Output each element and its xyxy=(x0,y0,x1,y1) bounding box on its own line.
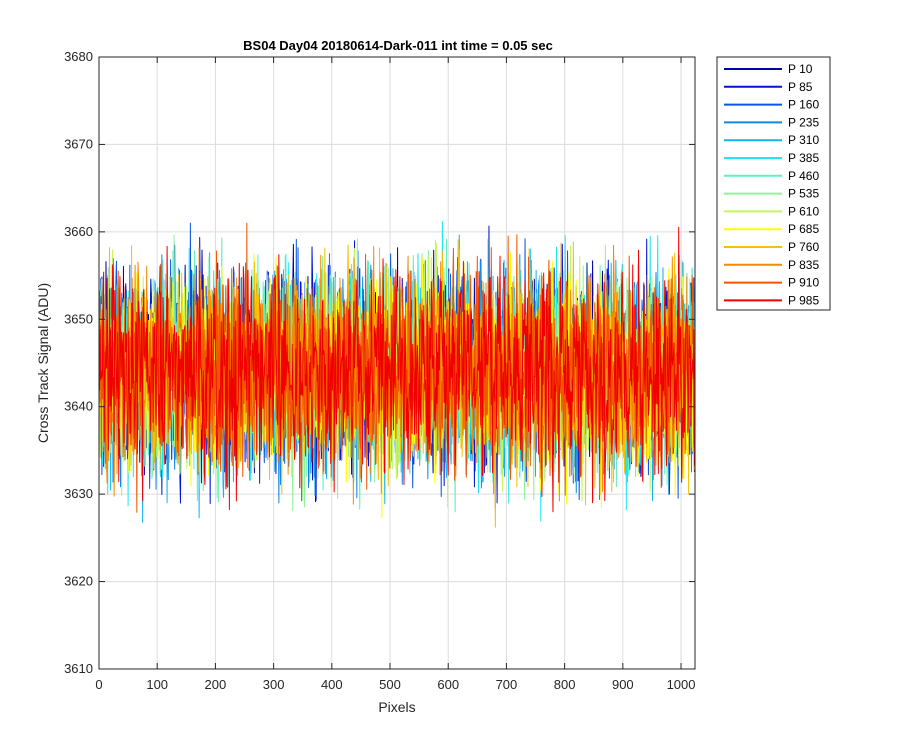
x-tick-label: 400 xyxy=(321,677,343,692)
y-tick-label: 3650 xyxy=(64,311,93,326)
legend-entry: P 85 xyxy=(788,80,813,94)
legend-entry: P 460 xyxy=(788,169,819,183)
series-lines xyxy=(98,221,695,528)
x-tick-label: 800 xyxy=(554,677,576,692)
x-tick-label: 1000 xyxy=(667,677,696,692)
x-tick-label: 0 xyxy=(95,677,102,692)
y-tick-label: 3670 xyxy=(64,136,93,151)
legend-entry: P 160 xyxy=(788,98,819,112)
plot-frame xyxy=(98,56,696,670)
x-tick-label: 300 xyxy=(263,677,285,692)
y-tick-label: 3620 xyxy=(64,574,93,589)
x-tick-label: 500 xyxy=(379,677,401,692)
legend-box xyxy=(716,56,831,311)
legend-entry: P 685 xyxy=(788,222,819,236)
legend-entry: P 610 xyxy=(788,204,819,218)
legend-entry: P 835 xyxy=(788,258,819,272)
legend-entry: P 535 xyxy=(788,187,819,201)
series-line-p910 xyxy=(98,222,695,513)
x-tick-label: 600 xyxy=(437,677,459,692)
y-tick-label: 3660 xyxy=(64,224,93,239)
y-tick-label: 3640 xyxy=(64,399,93,414)
x-axis-label: Pixels xyxy=(378,699,415,715)
legend: P 10 P 85 P 160 P 235 P 310 P 385 P 460 P 535 P … xyxy=(716,56,831,311)
legend-entry: P 385 xyxy=(788,151,819,165)
legend-entry: P 760 xyxy=(788,240,819,254)
x-tick-label: 100 xyxy=(146,677,168,692)
legend-entry: P 235 xyxy=(788,115,819,129)
chart-title: BS04 Day04 20180614-Dark-011 int time = … xyxy=(243,38,553,53)
series-line-p985 xyxy=(98,226,695,513)
ticks: 0 100 200 300 400 500 600 700 800 900 1000 3610 3620… xyxy=(64,49,695,692)
legend-entry: P 310 xyxy=(788,133,819,147)
x-tick-label: 700 xyxy=(496,677,518,692)
legend-entry: P 910 xyxy=(788,276,819,290)
y-axis-label: Cross Track Signal (ADU) xyxy=(35,283,51,443)
x-tick-label: 200 xyxy=(205,677,227,692)
x-tick-label: 900 xyxy=(612,677,634,692)
y-tick-label: 3680 xyxy=(64,49,93,64)
y-tick-label: 3630 xyxy=(64,486,93,501)
legend-entry: P 10 xyxy=(788,62,813,76)
y-tick-label: 3610 xyxy=(64,661,93,676)
legend-entry: P 985 xyxy=(788,293,819,307)
